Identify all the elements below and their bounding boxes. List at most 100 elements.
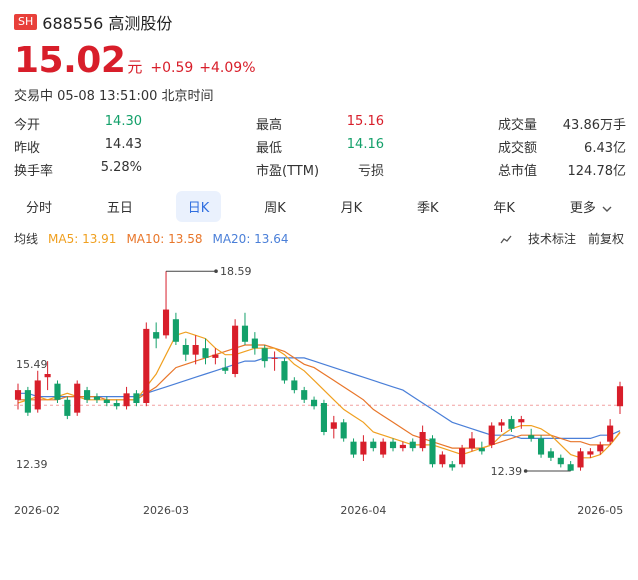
candle-body xyxy=(459,448,466,465)
candle-body xyxy=(399,444,406,449)
low-marker-dot xyxy=(523,469,528,473)
x-tick-label: 2026-05 xyxy=(577,504,623,517)
candle-body xyxy=(567,464,574,471)
chart-options: 技术标注 前复权 xyxy=(488,230,624,247)
price-row: 15.02 元 +0.59 +4.09% xyxy=(14,40,256,81)
stat-turnover-amount: 成交额 6.43亿 xyxy=(498,141,626,156)
high-marker-label: 18.59 xyxy=(220,265,252,278)
stats-grid: 今开 14.30 最高 15.16 成交量 43.86万手 昨收 14.43 最低 14.… xyxy=(14,112,626,181)
candle-body xyxy=(202,348,209,358)
high-marker-dot xyxy=(214,269,218,274)
ma-label: 均线 xyxy=(14,232,39,246)
stat-volume: 成交量 43.86万手 xyxy=(498,118,626,133)
x-tick-label: 2026-02 xyxy=(14,504,60,517)
candle-body xyxy=(162,309,170,336)
candle-body xyxy=(281,361,288,381)
candle-body xyxy=(271,357,278,359)
stock-title: 688556 高测股份 xyxy=(42,14,173,33)
stat-high: 最高 15.16 xyxy=(256,114,384,133)
ma5-line xyxy=(17,331,621,459)
candle-body xyxy=(468,438,476,449)
period-tabs: 分时 五日 日K 周K 月K 季K 年K 更多 xyxy=(14,191,624,222)
tab-intraday[interactable]: 分时 xyxy=(26,201,53,216)
candle-body xyxy=(488,425,495,445)
market-badge: SH xyxy=(14,14,38,30)
x-tick-label: 2026-03 xyxy=(143,504,189,517)
candle-body xyxy=(320,403,327,432)
current-price: 15.02 xyxy=(14,40,126,81)
candle-body xyxy=(103,399,110,403)
candle-body xyxy=(241,325,249,342)
candle-body xyxy=(587,451,594,455)
candle-body xyxy=(518,419,525,423)
tech-annotation-toggle[interactable]: 技术标注 xyxy=(500,230,576,247)
candle-body xyxy=(350,441,357,455)
candle-body xyxy=(301,390,308,400)
stat-prev-close: 昨收 14.43 xyxy=(14,137,142,156)
candle-body xyxy=(429,438,436,465)
candle-body xyxy=(537,438,545,455)
stock-header: SH 688556 高测股份 xyxy=(14,12,173,33)
candle-body xyxy=(182,345,189,355)
candle-body xyxy=(380,441,387,455)
candle-body xyxy=(172,319,179,342)
tab-daily-k[interactable]: 日K xyxy=(175,191,222,222)
candle-body xyxy=(547,451,554,458)
candle-body xyxy=(389,441,397,449)
tab-yearly-k[interactable]: 年K xyxy=(493,201,515,216)
candle-body xyxy=(330,422,337,429)
candle-body xyxy=(74,383,81,413)
candle-body xyxy=(143,328,150,403)
stats-row: 今开 14.30 最高 15.16 成交量 43.86万手 xyxy=(14,112,626,135)
candle-body xyxy=(449,464,456,468)
tab-more-label: 更多 xyxy=(569,201,596,216)
candle-body xyxy=(419,432,426,449)
ma5-value: MA5: 13.91 xyxy=(48,231,117,246)
y-tick-label: 15.49 xyxy=(16,358,48,371)
candle-body xyxy=(113,403,120,407)
y-tick-label: 12.39 xyxy=(16,458,48,471)
candle-body xyxy=(607,425,614,442)
candle-body xyxy=(508,419,515,429)
ma20-line xyxy=(18,357,621,439)
candle-body xyxy=(360,441,367,455)
candle-body xyxy=(577,451,584,468)
stat-pe: 市盈(TTM) 亏损 xyxy=(256,164,384,179)
price-unit: 元 xyxy=(127,58,143,76)
ma-legend: 均线 MA5: 13.91 MA10: 13.58 MA20: 13.64 技术… xyxy=(14,230,624,247)
ma20-value: MA20: 13.64 xyxy=(212,231,289,246)
candle-body xyxy=(557,457,564,465)
stats-row: 昨收 14.43 最低 14.16 成交额 6.43亿 xyxy=(14,135,626,158)
candle-body xyxy=(597,444,604,452)
stat-turnover-rate: 换手率 5.28% xyxy=(14,160,142,179)
candle-body xyxy=(311,399,318,407)
tab-five-day[interactable]: 五日 xyxy=(106,201,133,216)
candle-body xyxy=(44,374,51,378)
trading-status: 交易中 05-08 13:51:00 北京时间 xyxy=(14,89,214,104)
candle-body xyxy=(498,422,505,426)
tab-monthly-k[interactable]: 月K xyxy=(340,201,363,216)
x-tick-label: 2026-04 xyxy=(340,504,386,517)
price-change-pct: +4.09% xyxy=(199,60,256,76)
stats-row: 换手率 5.28% 市盈(TTM) 亏损 总市值 124.78亿 xyxy=(14,158,626,181)
candle-body xyxy=(133,393,140,403)
candle-body xyxy=(64,399,71,416)
candle-body xyxy=(192,345,199,355)
tab-more[interactable]: 更多 xyxy=(558,191,624,222)
candle-body xyxy=(212,354,219,358)
stat-open: 今开 14.30 xyxy=(14,114,142,133)
stat-market-cap: 总市值 124.78亿 xyxy=(498,164,626,179)
candle-body xyxy=(340,422,347,439)
candle-body xyxy=(84,390,91,400)
chevron-down-icon xyxy=(602,206,612,212)
stat-low: 最低 14.16 xyxy=(256,137,384,156)
candle-body xyxy=(251,338,258,349)
tab-quarterly-k[interactable]: 季K xyxy=(417,201,439,216)
tab-weekly-k[interactable]: 周K xyxy=(264,201,286,216)
candle-body xyxy=(232,325,239,374)
candle-body xyxy=(222,367,229,371)
candle-body xyxy=(291,380,298,391)
candle-body xyxy=(153,332,160,339)
adjust-selector[interactable]: 前复权 xyxy=(587,232,624,246)
